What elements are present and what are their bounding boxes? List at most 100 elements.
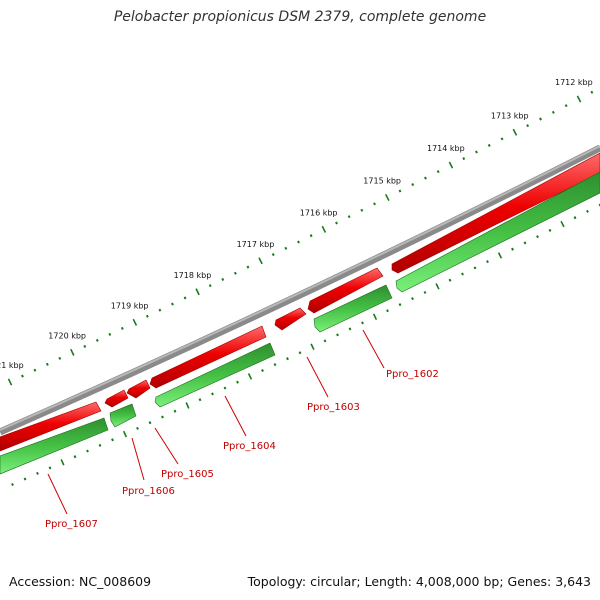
gene-ppro-1607-reverse-feature[interactable] <box>0 417 109 475</box>
gene-ppro-1603-reverse-feature[interactable] <box>313 284 393 333</box>
inner-minor-tick <box>448 278 452 282</box>
gene-ppro-1603-feature-a[interactable] <box>307 267 384 314</box>
scale-minor-tick <box>526 124 530 128</box>
inner-minor-tick <box>236 380 239 384</box>
gene-label-leaders <box>47 329 385 515</box>
inner-major-tick <box>185 402 190 409</box>
scale-minor-tick <box>183 296 187 300</box>
inner-minor-tick <box>323 339 327 343</box>
scale-minor-tick <box>436 170 440 174</box>
scale-minor-tick <box>120 326 124 330</box>
inner-minor-tick <box>161 415 164 419</box>
inner-minor-tick <box>398 303 402 307</box>
gene-labels: Ppro_1602 Ppro_1603 Ppro_1604 Ppro_1605 … <box>45 369 439 530</box>
scale-minor-tick <box>411 183 415 187</box>
genome-summary-text: Topology: circular; Length: 4,008,000 bp… <box>247 574 591 589</box>
scale-major-tick <box>321 225 327 233</box>
scale-minor-tick <box>233 271 237 275</box>
gene-ppro-1607-feature[interactable] <box>0 401 102 452</box>
gene-ppro-1602-reverse-feature[interactable] <box>395 171 600 293</box>
inner-minor-tick <box>211 392 214 396</box>
inner-minor-tick <box>473 266 477 270</box>
scale-label: 1714 kbp <box>427 144 465 153</box>
inner-minor-tick <box>511 247 514 251</box>
gene-ppro-1605-feature[interactable] <box>126 379 151 399</box>
inner-tick-track <box>11 203 600 487</box>
gene-ppro-1606-feature[interactable] <box>104 389 129 408</box>
scale-minor-tick <box>83 344 87 348</box>
leader-ppro-1605 <box>154 427 179 465</box>
scale-label: 1719 kbp <box>111 301 149 310</box>
gene-ppro-1606-reverse-feature[interactable] <box>109 403 137 428</box>
scale-minor-tick <box>246 265 250 269</box>
scale-minor-tick <box>309 234 313 238</box>
inner-major-tick <box>560 220 565 228</box>
inner-minor-tick <box>36 471 39 475</box>
scale-major-tick <box>448 161 454 169</box>
inner-minor-tick <box>148 421 152 425</box>
inner-minor-tick <box>548 228 552 232</box>
scale-label: 1712 kbp <box>555 78 593 87</box>
gene-label-ppro-1602[interactable]: Ppro_1602 <box>386 369 439 380</box>
gene-label-ppro-1606[interactable]: Ppro_1606 <box>122 486 175 497</box>
gene-label-ppro-1603[interactable]: Ppro_1603 <box>307 402 360 413</box>
scale-minor-tick <box>335 221 338 225</box>
inner-minor-tick <box>73 455 77 459</box>
inner-major-tick <box>247 373 253 380</box>
leader-ppro-1604 <box>224 395 247 437</box>
scale-label: 1721 kbp <box>0 361 24 370</box>
inner-minor-tick <box>223 386 227 390</box>
scale-minor-tick <box>158 308 162 312</box>
inner-major-tick <box>60 459 65 466</box>
scale-major-tick <box>132 318 138 326</box>
map-title: Pelobacter propionicus DSM 2379, complet… <box>113 9 487 25</box>
accession-text: Accession: NC_008609 <box>9 574 152 589</box>
scale-minor-tick <box>33 368 37 372</box>
inner-minor-tick <box>11 482 14 487</box>
scale-label: 1717 kbp <box>237 240 275 249</box>
gene-ppro-1603-feature-b[interactable] <box>274 307 307 331</box>
gene-label-ppro-1607[interactable]: Ppro_1607 <box>45 519 98 530</box>
inner-minor-tick <box>298 351 302 355</box>
inner-minor-tick <box>273 363 277 367</box>
scale-label: 1720 kbp <box>48 331 86 340</box>
scale-major-tick <box>576 95 582 103</box>
scale-major-tick <box>70 348 75 356</box>
inner-minor-tick <box>361 321 364 325</box>
inner-minor-tick <box>98 443 102 447</box>
inner-minor-tick <box>573 216 577 220</box>
genome-backbone <box>0 144 600 436</box>
scale-minor-tick <box>58 356 62 360</box>
inner-minor-tick <box>136 426 139 430</box>
inner-minor-tick <box>111 438 114 442</box>
scale-minor-tick <box>500 137 504 141</box>
scale-major-tick <box>7 378 13 386</box>
gene-ppro-1602-feature[interactable] <box>391 152 600 274</box>
gene-ppro-1604-reverse-feature[interactable] <box>154 342 276 408</box>
inner-minor-tick <box>386 309 389 313</box>
scale-minor-tick <box>398 189 402 193</box>
gene-label-ppro-1604[interactable]: Ppro_1604 <box>223 441 276 452</box>
scale-minor-tick <box>539 117 542 121</box>
scale-minor-tick <box>475 150 478 154</box>
scale-major-tick <box>384 193 390 201</box>
scale-major-tick <box>258 257 263 265</box>
scale-minor-tick <box>487 143 491 147</box>
inner-minor-tick <box>423 290 427 294</box>
leader-ppro-1607 <box>47 473 68 515</box>
inner-minor-tick <box>261 368 264 373</box>
inner-minor-tick <box>486 260 489 264</box>
gene-label-ppro-1605[interactable]: Ppro_1605 <box>161 469 214 480</box>
scale-minor-tick <box>95 338 99 342</box>
scale-minor-tick <box>590 90 594 94</box>
scale-minor-tick <box>208 284 212 288</box>
inner-minor-tick <box>23 477 27 481</box>
inner-major-tick <box>122 430 128 438</box>
inner-major-tick <box>497 252 503 259</box>
leader-ppro-1603 <box>306 356 329 398</box>
gene-ppro-1604-feature[interactable] <box>149 325 267 389</box>
scale-minor-tick <box>564 104 568 108</box>
inner-minor-tick <box>586 209 589 213</box>
inner-major-tick <box>372 313 378 321</box>
